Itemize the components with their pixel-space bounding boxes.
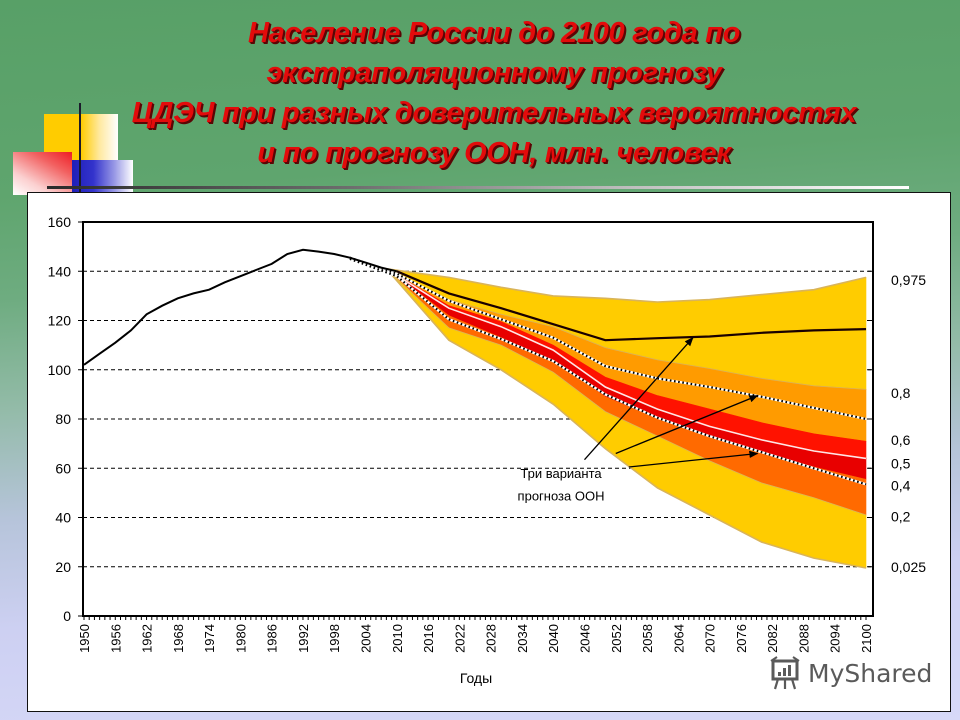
probability-label: 0,6 (891, 432, 911, 448)
x-tick-label: 2094 (828, 624, 843, 653)
x-tick-label: 2082 (765, 624, 780, 653)
x-tick-label: 2028 (484, 624, 499, 653)
confidence-bands (385, 268, 867, 569)
annotation-arrow (628, 450, 759, 468)
band-edge (386, 268, 867, 303)
y-tick-label: 140 (48, 263, 72, 279)
x-tick-label: 2070 (703, 624, 718, 653)
x-tick-label: 2022 (452, 624, 467, 653)
title-line-1: Население России до 2100 года по (248, 17, 740, 49)
un-forecast-annotation: Три варианта прогноза ООН (518, 337, 759, 503)
x-tick-label: 2040 (546, 624, 561, 653)
un-low-line-bg (349, 257, 867, 486)
y-tick-label: 100 (48, 362, 72, 378)
x-tick-label: 2088 (796, 624, 811, 653)
axes (78, 221, 874, 620)
annotation-arrow (583, 337, 694, 461)
y-tick-label: 40 (55, 510, 71, 526)
x-tick-label: 1980 (233, 624, 248, 653)
probability-label: 0,025 (891, 559, 926, 575)
x-tick-label: 2076 (734, 624, 749, 653)
watermark: MyShared (768, 654, 932, 692)
median-line (385, 268, 867, 460)
band-edge (385, 268, 867, 569)
x-tick-label: 1986 (265, 624, 280, 653)
x-tick-label: 2058 (640, 624, 655, 653)
x-tick-label: 1956 (108, 624, 123, 653)
annotation-text: Три варианта (520, 466, 602, 481)
y-tick-label: 0 (63, 608, 71, 624)
x-tick-label: 1968 (171, 624, 186, 653)
slide-title: Население России до 2100 года по экстрап… (14, 13, 960, 173)
probability-label: 0,4 (891, 477, 911, 493)
probability-label: 0,5 (891, 455, 911, 471)
title-line-4: и по прогнозу ООН, млн. человек (257, 137, 731, 169)
decor-vertical-line (79, 103, 81, 195)
x-tick-label: 2016 (421, 624, 436, 653)
x-tick-label: 2034 (515, 624, 530, 653)
watermark-text: MyShared (808, 658, 933, 688)
x-tick-label: 2100 (859, 624, 874, 653)
x-axis-labels: 1950 1956 1962 1968 1974 1980 1986 1992 1998 2004… (77, 624, 874, 653)
presentation-board-icon (770, 656, 800, 690)
x-tick-label: 2004 (359, 624, 374, 653)
annotation-text: прогноза ООН (518, 488, 605, 503)
y-axis-labels: 0 20 40 60 80 100 120 140 160 (48, 214, 72, 624)
series-lines (83, 248, 867, 486)
decor-title-underline (47, 186, 909, 189)
band-edge (386, 268, 867, 390)
historical-line (83, 248, 398, 366)
x-tick-label: 2052 (609, 624, 624, 653)
un-medium-line (349, 256, 867, 421)
probability-labels: 0,975 0,8 0,6 0,5 0,4 0,2 0,025 (891, 272, 926, 575)
x-tick-label: 2064 (671, 624, 686, 653)
x-tick-label: 1950 (77, 624, 92, 653)
probability-label: 0,2 (891, 508, 911, 524)
y-tick-label: 60 (55, 460, 71, 476)
x-tick-label: 1998 (327, 624, 342, 653)
x-tick-label: 1962 (140, 624, 155, 653)
title-line-3: ЦДЭЧ при разных доверительных вероятност… (131, 97, 857, 129)
y-tick-label: 20 (55, 559, 71, 575)
band-edge (386, 268, 867, 516)
x-tick-label: 2046 (577, 624, 592, 653)
y-tick-label: 120 (48, 313, 72, 329)
un-high-line (396, 270, 867, 342)
probability-label: 0,975 (891, 272, 926, 288)
x-tick-label: 2010 (390, 624, 405, 653)
y-tick-label: 80 (55, 411, 71, 427)
probability-label: 0,8 (891, 385, 911, 401)
annotation-arrow (615, 395, 759, 455)
x-axis-title: Годы (460, 670, 492, 686)
title-line-2: экстраполяционному прогнозу (266, 57, 722, 89)
y-tick-label: 160 (48, 214, 72, 230)
x-tick-label: 1974 (202, 624, 217, 653)
x-tick-label: 1992 (296, 624, 311, 653)
